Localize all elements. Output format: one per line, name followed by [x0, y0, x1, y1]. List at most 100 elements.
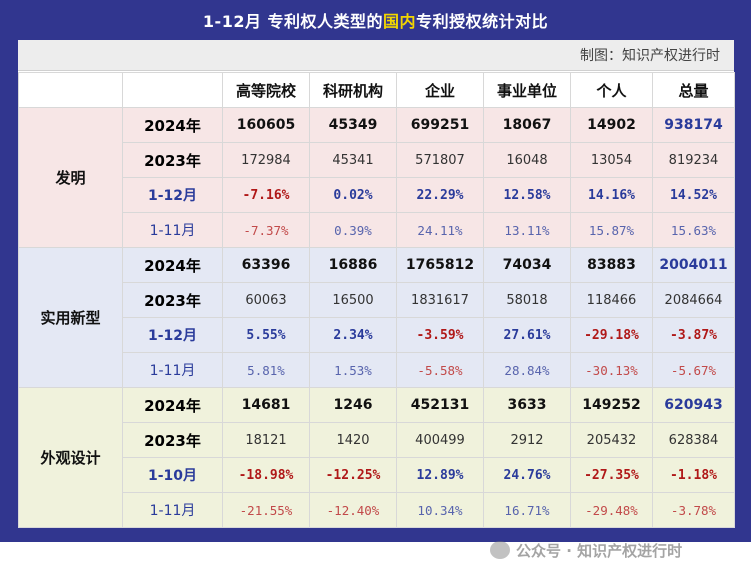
table-cell: 18067 [483, 107, 571, 143]
row-label: 2023年 [122, 282, 223, 318]
table-cell: 1.53% [309, 352, 397, 388]
row-label: 1-12月 [122, 317, 223, 353]
table-cell: 2084664 [652, 282, 735, 318]
wechat-icon [490, 541, 510, 559]
table-cell: 13.11% [483, 212, 571, 248]
stats-table: 高等院校 科研机构 企业 事业单位 个人 总量 发明 2024年 160605 453… [18, 72, 735, 528]
table-row: 1-11月 5.81% 1.53% -5.58% 28.84% -30.13% -5.67% [18, 352, 735, 388]
row-label: 1-10月 [122, 457, 223, 493]
table-cell: 45341 [309, 142, 397, 178]
header-blank [122, 72, 223, 108]
table-cell: 12.58% [483, 177, 571, 213]
table-row: 2023年 18121 1420 400499 2912 205432 628384 [18, 422, 735, 458]
table-cell: 12.89% [396, 457, 484, 493]
table-cell: -12.25% [309, 457, 397, 493]
watermark-text: 公众号 · 知识产权进行时 [516, 541, 683, 560]
table-cell: -29.48% [570, 492, 653, 528]
row-label: 1-11月 [122, 212, 223, 248]
table-cell: -7.16% [222, 177, 310, 213]
table-cell: 205432 [570, 422, 653, 458]
col-header: 个人 [570, 72, 653, 108]
section-label: 发明 [18, 107, 123, 248]
table-row: 1-12月 -7.16% 0.02% 22.29% 12.58% 14.16% 14.52% [18, 177, 735, 213]
table-cell: 18121 [222, 422, 310, 458]
table-cell: 1831617 [396, 282, 484, 318]
table-cell: -5.58% [396, 352, 484, 388]
table-cell: -12.40% [309, 492, 397, 528]
table-cell: 14902 [570, 107, 653, 143]
table-cell: 172984 [222, 142, 310, 178]
row-label: 1-11月 [122, 492, 223, 528]
table-cell: 2004011 [652, 247, 735, 283]
table-row: 1-11月 -21.55% -12.40% 10.34% 16.71% -29.48% -3… [18, 492, 735, 528]
table-row: 2023年 172984 45341 571807 16048 13054 819234 [18, 142, 735, 178]
table-cell: 16886 [309, 247, 397, 283]
table-cell: 14.16% [570, 177, 653, 213]
table-cell: 16500 [309, 282, 397, 318]
table-cell: 24.76% [483, 457, 571, 493]
table-cell: 83883 [570, 247, 653, 283]
table-row: 2023年 60063 16500 1831617 58018 118466 2084664 [18, 282, 735, 318]
table-cell: 60063 [222, 282, 310, 318]
table-cell: 1765812 [396, 247, 484, 283]
table-cell: 452131 [396, 387, 484, 423]
table-cell: 628384 [652, 422, 735, 458]
table-cell: 3633 [483, 387, 571, 423]
table-cell: 620943 [652, 387, 735, 423]
page-title: 1-12月 专利权人类型的 国内 专利授权统计对比 [0, 0, 751, 40]
table-cell: 5.55% [222, 317, 310, 353]
table-cell: 571807 [396, 142, 484, 178]
table-cell: -7.37% [222, 212, 310, 248]
table-cell: 15.63% [652, 212, 735, 248]
table-cell: 27.61% [483, 317, 571, 353]
table-cell: -5.67% [652, 352, 735, 388]
credit-row: 制图：知识产权进行时 [18, 40, 734, 71]
table-cell: -30.13% [570, 352, 653, 388]
col-header: 事业单位 [483, 72, 571, 108]
table-cell: 63396 [222, 247, 310, 283]
table-cell: 14.52% [652, 177, 735, 213]
row-label: 2023年 [122, 422, 223, 458]
table-row: 实用新型 2024年 63396 16886 1765812 74034 83883 2004… [18, 247, 735, 388]
table-cell: 14681 [222, 387, 310, 423]
row-label: 2024年 [122, 247, 223, 283]
header-row: 高等院校 科研机构 企业 事业单位 个人 总量 [18, 72, 735, 108]
table-cell: -3.87% [652, 317, 735, 353]
table-cell: 819234 [652, 142, 735, 178]
table-cell: 15.87% [570, 212, 653, 248]
table-cell: 938174 [652, 107, 735, 143]
table-row: 1-12月 5.55% 2.34% -3.59% 27.61% -29.18% -3.87% [18, 317, 735, 353]
credit-text: 制图：知识产权进行时 [580, 48, 720, 64]
table-cell: 2.34% [309, 317, 397, 353]
row-label: 1-11月 [122, 352, 223, 388]
col-header: 科研机构 [309, 72, 397, 108]
table-cell: 699251 [396, 107, 484, 143]
section-label: 外观设计 [18, 387, 123, 528]
table-cell: -3.59% [396, 317, 484, 353]
table-cell: 16.71% [483, 492, 571, 528]
table-row: 发明 2024年 160605 45349 699251 18067 14902 938174 [18, 107, 735, 248]
table-cell: 149252 [570, 387, 653, 423]
table-row: 1-11月 -7.37% 0.39% 24.11% 13.11% 15.87% 15.63% [18, 212, 735, 248]
table-cell: 45349 [309, 107, 397, 143]
table-cell: 28.84% [483, 352, 571, 388]
table-cell: -27.35% [570, 457, 653, 493]
table-cell: -29.18% [570, 317, 653, 353]
table-cell: 1246 [309, 387, 397, 423]
table-cell: 1420 [309, 422, 397, 458]
title-prefix: 1-12月 专利权人类型的 [202, 12, 384, 31]
table-cell: 58018 [483, 282, 571, 318]
table-cell: -1.18% [652, 457, 735, 493]
col-header: 高等院校 [222, 72, 310, 108]
table-cell: 22.29% [396, 177, 484, 213]
col-header: 总量 [652, 72, 735, 108]
table-cell: 24.11% [396, 212, 484, 248]
table-row: 1-10月 -18.98% -12.25% 12.89% 24.76% -27.35% -1… [18, 457, 735, 493]
table-cell: 0.02% [309, 177, 397, 213]
table-cell: 13054 [570, 142, 653, 178]
table-cell: -21.55% [222, 492, 310, 528]
col-header: 企业 [396, 72, 484, 108]
header-blank [18, 72, 123, 108]
table-cell: 74034 [483, 247, 571, 283]
